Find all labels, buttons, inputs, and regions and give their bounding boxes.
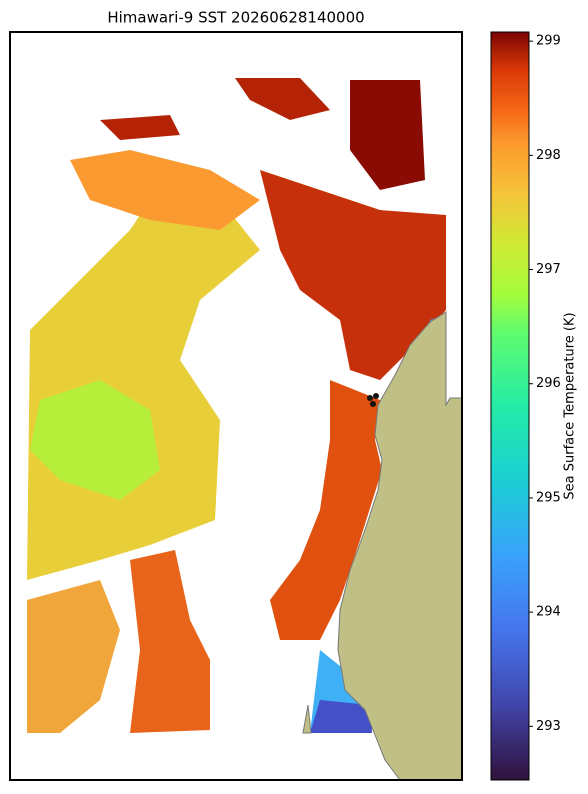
colorbar-tick-label: 297 (536, 262, 561, 277)
map-title: Himawari-9 SST 20260628140000 (107, 9, 364, 27)
colorbar-tick-label: 298 (536, 148, 561, 163)
colorbar (490, 31, 530, 781)
colorbar-tick-label: 296 (536, 376, 561, 391)
sst-field (27, 78, 462, 780)
colorbar-tick-label: 294 (536, 605, 561, 620)
colorbar-tick-label: 295 (536, 490, 561, 505)
colorbar-tick-label: 293 (536, 719, 561, 734)
map-frame (9, 31, 463, 781)
colorbar-tick-label: 299 (536, 34, 561, 49)
colorbar-label: Sea Surface Temperature (K) (563, 312, 578, 499)
